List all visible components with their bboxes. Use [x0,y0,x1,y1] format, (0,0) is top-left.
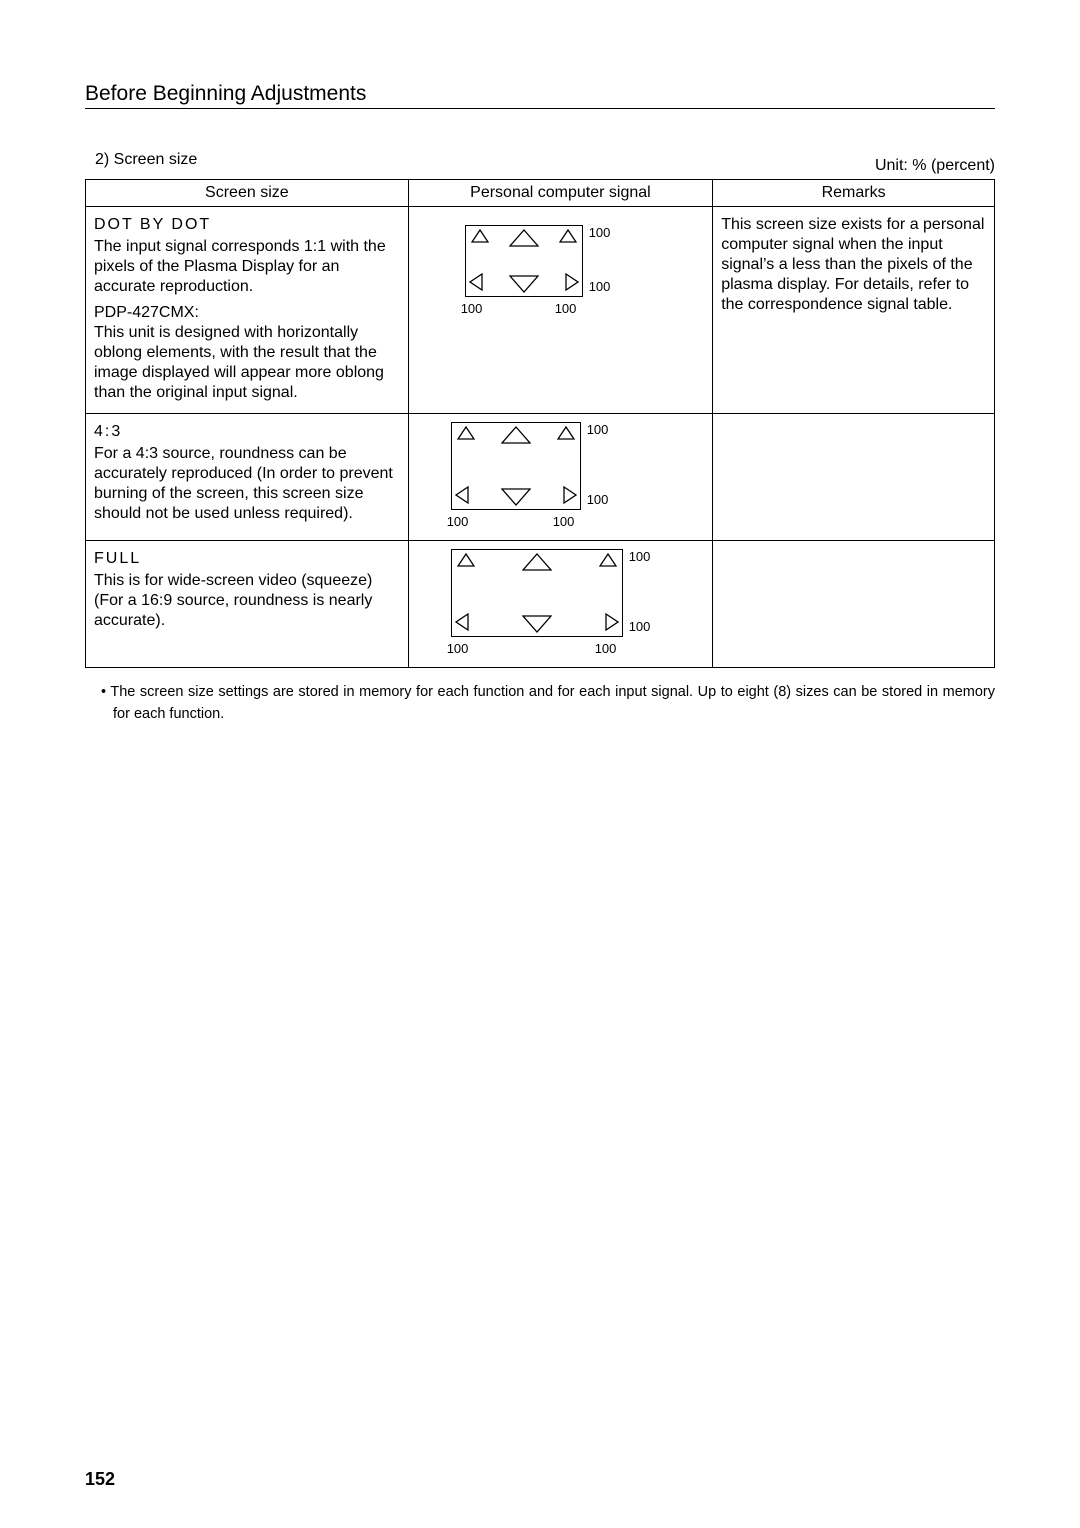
diagram-value: 100 [595,641,617,657]
triangle-up-icon [509,229,539,253]
triangle-up-icon [501,426,531,450]
triangle-up-icon [471,229,489,249]
triangle-right-icon [565,273,579,297]
triangle-right-icon [605,613,619,637]
diagram-value: 100 [589,225,611,241]
cell-screen-size: DOT BY DOT The input signal corresponds … [86,207,409,414]
mode-name: DOT BY DOT [94,215,400,235]
cell-diagram: 100 100 100 100 [408,414,713,541]
triangle-up-icon [557,426,575,446]
signal-diagram: 100 100 100 100 [417,215,705,370]
triangle-up-icon [599,553,617,573]
mode-name: 4:3 [94,422,400,442]
diagram-value: 100 [555,301,577,317]
page-number: 152 [85,1469,115,1490]
mode-name: FULL [94,549,400,569]
diagram-value: 100 [461,301,483,317]
table-header-row: Screen size Personal computer signal Rem… [86,180,995,207]
mode-extra-desc: This unit is designed with horizontally … [94,323,400,403]
remarks-text: This screen size exists for a personal c… [721,216,984,313]
diagram-value: 100 [629,549,651,565]
triangle-down-icon [509,275,539,299]
mode-desc: This is for wide-screen video (squeeze) … [94,571,400,631]
mode-desc: The input signal corresponds 1:1 with th… [94,237,400,297]
cell-remarks: This screen size exists for a personal c… [713,207,995,414]
cell-remarks [713,414,995,541]
unit-label: Unit: % (percent) [85,157,995,175]
screen-size-table: Screen size Personal computer signal Rem… [85,179,995,668]
triangle-up-icon [457,553,475,573]
table-row: FULL This is for wide-screen video (sque… [86,541,995,668]
diagram-value: 100 [629,619,651,635]
cell-screen-size: FULL This is for wide-screen video (sque… [86,541,409,668]
diagram-value: 100 [447,514,469,530]
footnote: • The screen size settings are stored in… [93,682,995,726]
table-row: 4:3 For a 4:3 source, roundness can be a… [86,414,995,541]
diagram-value: 100 [589,279,611,295]
triangle-down-icon [522,615,552,639]
diagram-value: 100 [587,492,609,508]
header-remarks: Remarks [713,180,995,207]
triangle-up-icon [522,553,552,577]
cell-screen-size: 4:3 For a 4:3 source, roundness can be a… [86,414,409,541]
triangle-up-icon [457,426,475,446]
triangle-up-icon [559,229,577,249]
triangle-left-icon [455,613,469,637]
mode-desc: For a 4:3 source, roundness can be accur… [94,444,400,524]
header-screen-size: Screen size [86,180,409,207]
triangle-left-icon [469,273,483,297]
diagram-value: 100 [587,422,609,438]
diagram-value: 100 [447,641,469,657]
triangle-left-icon [455,486,469,510]
signal-diagram: 100 100 100 100 [417,549,705,657]
header-pc-signal: Personal computer signal [408,180,713,207]
signal-diagram: 100 100 100 100 [417,422,705,530]
cell-diagram: 100 100 100 100 [408,207,713,414]
mode-extra-label: PDP-427CMX: [94,303,400,323]
cell-remarks [713,541,995,668]
triangle-down-icon [501,488,531,512]
section-title: Before Beginning Adjustments [85,82,995,109]
diagram-value: 100 [553,514,575,530]
cell-diagram: 100 100 100 100 [408,541,713,668]
triangle-right-icon [563,486,577,510]
table-row: DOT BY DOT The input signal corresponds … [86,207,995,414]
